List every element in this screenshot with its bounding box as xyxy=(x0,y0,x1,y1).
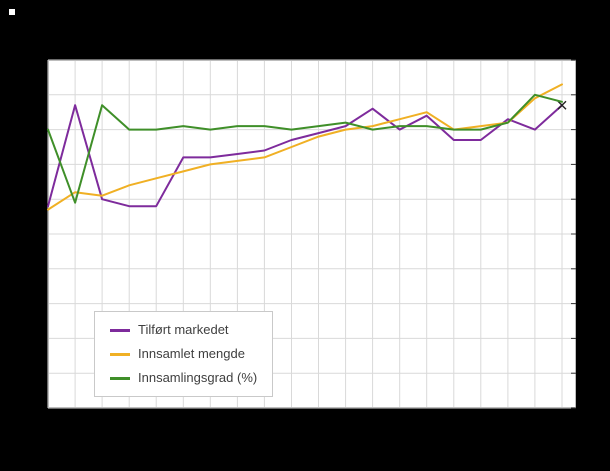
series-line-tilf-rt-markedet xyxy=(47,104,563,208)
legend-swatch-purple xyxy=(110,328,130,332)
legend-item-innsamlet-mengde[interactable]: Innsamlet mengde xyxy=(110,347,257,361)
legend-item-tilfort-markedet[interactable]: Tilført markedet xyxy=(110,323,257,337)
legend-swatch-orange xyxy=(110,352,130,356)
legend-label-innsamlingsgrad: Innsamlingsgrad (%) xyxy=(138,370,258,385)
series-line-innsamlet-mengde xyxy=(47,83,563,211)
legend-label-tilfort-markedet: Tilført markedet xyxy=(138,322,229,337)
legend-label-innsamlet-mengde: Innsamlet mengde xyxy=(138,346,245,361)
legend-item-innsamlingsgrad[interactable]: Innsamlingsgrad (%) xyxy=(110,371,257,385)
chart-legend: Tilført markedet Innsamlet mengde Innsam… xyxy=(94,311,274,397)
corner-dot xyxy=(9,9,15,15)
legend-swatch-green xyxy=(110,376,130,380)
series-line-innsamlingsgrad- xyxy=(47,93,563,204)
end-x-marker xyxy=(557,100,567,110)
chart-figure: Tilført markedet Innsamlet mengde Innsam… xyxy=(47,59,576,409)
